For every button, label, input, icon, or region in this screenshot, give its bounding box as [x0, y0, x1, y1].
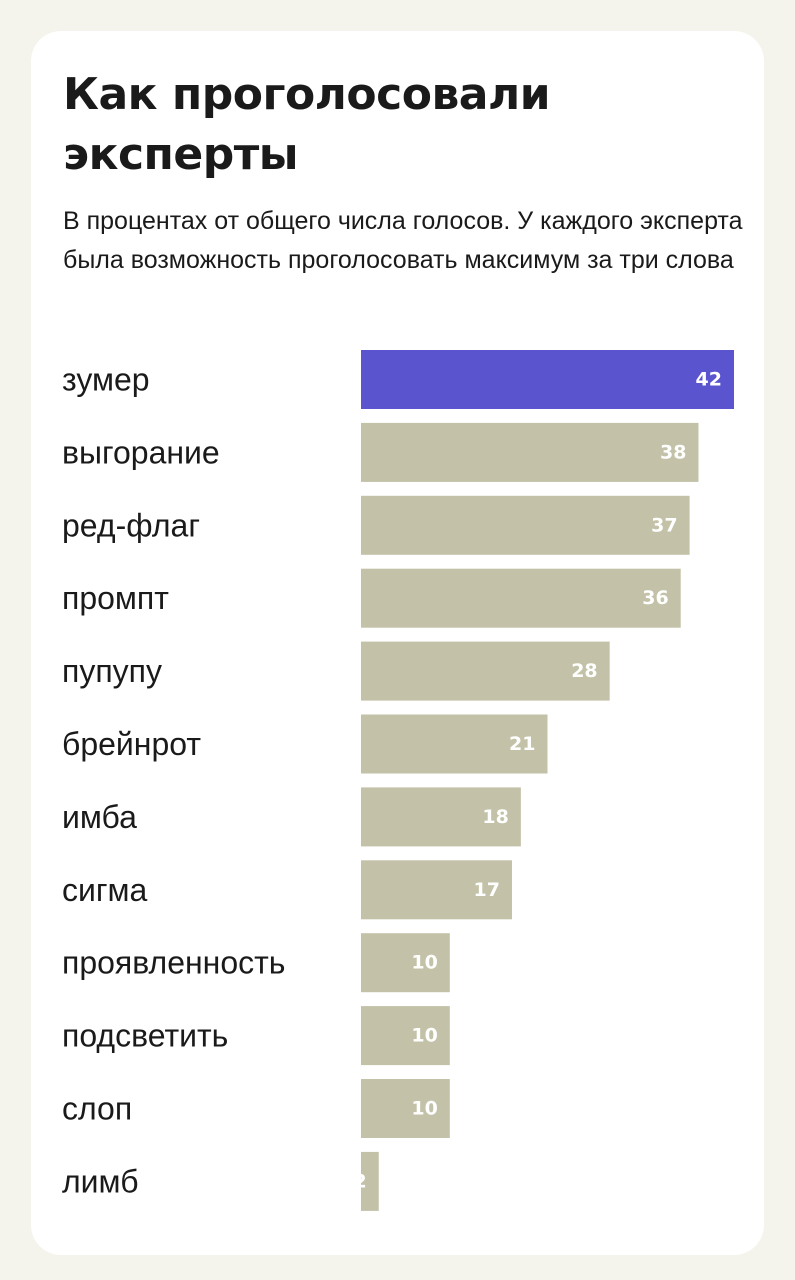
bar-row-6: имба 18 [62, 787, 521, 847]
chart-card: Как проголосовали эксперты В процентах о… [31, 31, 764, 1255]
bar [361, 860, 512, 920]
bar-row-8: проявленность 10 [62, 933, 450, 993]
bar [361, 641, 610, 701]
category-label: имба [62, 799, 137, 835]
category-label: сигма [62, 872, 148, 908]
bar [361, 714, 548, 774]
bar-row-10: слоп 10 [62, 1079, 450, 1138]
bar-row-4: пупупу 28 [62, 641, 610, 701]
value-label: 28 [571, 660, 597, 682]
bar [361, 1079, 450, 1138]
category-label: слоп [62, 1091, 132, 1127]
category-label: проявленность [62, 945, 285, 981]
bar [361, 568, 681, 628]
value-label: 17 [474, 879, 500, 901]
bar [361, 495, 690, 555]
value-label: 10 [411, 952, 437, 974]
bar [361, 933, 450, 993]
chart-title: Как проголосовали эксперты [63, 69, 551, 180]
bar-row-1: выгорание 38 [62, 422, 699, 482]
category-label: подсветить [62, 1018, 228, 1054]
category-label: зумер [62, 362, 150, 398]
bar-row-9: подсветить 10 [62, 1006, 450, 1066]
value-label: 36 [642, 587, 668, 609]
value-label: 21 [509, 733, 535, 755]
value-label: 37 [651, 514, 677, 536]
bar-row-2: ред-флаг 37 [62, 495, 690, 555]
bar [361, 422, 699, 482]
category-label: выгорание [62, 434, 220, 470]
bar-chart: зумер 42 выгорание 38 ред-флаг 37 промпт 36 пупу… [62, 350, 734, 1211]
category-label: брейнрот [62, 726, 201, 762]
value-label: 10 [411, 1025, 437, 1047]
bar-row-5: брейнрот 21 [62, 714, 548, 774]
category-label: промпт [62, 580, 169, 616]
category-label: ред-флаг [62, 507, 200, 543]
chart-subtitle: В процентах от общего числа голосов. У к… [63, 207, 743, 274]
bar-highlighted [361, 350, 734, 409]
bar [361, 1006, 450, 1066]
bar-row-11: лимб 2 [62, 1151, 379, 1211]
bar-row-7: сигма 17 [62, 860, 512, 920]
value-label: 2 [354, 1170, 367, 1192]
bar [361, 1151, 379, 1211]
value-label: 42 [696, 369, 722, 391]
bar-row-0: зумер 42 [62, 350, 734, 409]
category-label: лимб [62, 1163, 139, 1199]
value-label: 38 [660, 441, 686, 463]
bar-row-3: промпт 36 [62, 568, 681, 628]
value-label: 18 [482, 806, 508, 828]
category-label: пупупу [62, 653, 162, 689]
bar [361, 787, 521, 847]
value-label: 10 [411, 1098, 437, 1120]
